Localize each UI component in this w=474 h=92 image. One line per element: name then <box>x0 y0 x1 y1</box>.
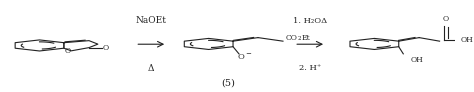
Text: 1. H₂OΔ: 1. H₂OΔ <box>293 17 327 25</box>
Text: O: O <box>238 53 245 61</box>
Text: O: O <box>103 44 109 52</box>
Text: 2: 2 <box>298 36 301 41</box>
Text: 2. H⁺: 2. H⁺ <box>299 64 321 72</box>
Text: Et: Et <box>301 34 310 42</box>
Text: CO: CO <box>285 34 297 42</box>
Text: OH: OH <box>461 36 474 44</box>
Text: O: O <box>443 15 449 23</box>
Text: (5): (5) <box>221 78 235 87</box>
Text: Δ: Δ <box>148 64 155 73</box>
Text: −: − <box>246 50 251 58</box>
Text: NaOEt: NaOEt <box>136 16 167 25</box>
Text: OH: OH <box>410 56 423 64</box>
Text: O: O <box>64 47 71 55</box>
